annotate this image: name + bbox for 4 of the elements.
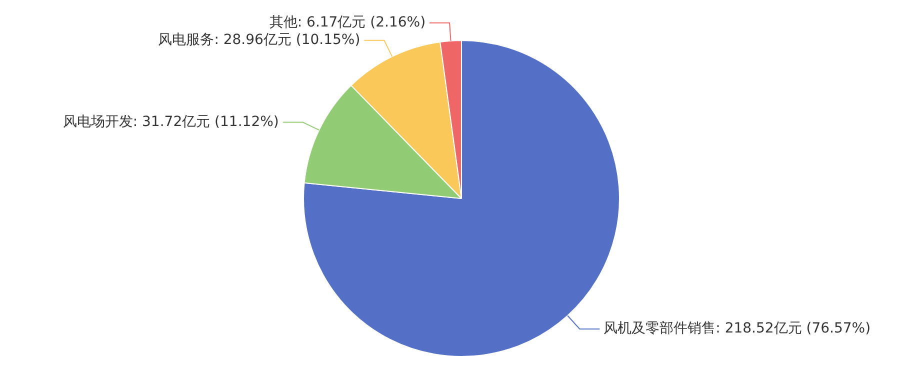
slice-label: 其他: 6.17亿元 (2.16%) bbox=[269, 14, 426, 31]
slice-label: 风电服务: 28.96亿元 (10.15%) bbox=[158, 32, 360, 48]
slice-label: 风电场开发: 31.72亿元 (11.12%) bbox=[62, 114, 279, 130]
slice-label: 风机及零部件销售: 218.52亿元 (76.57%) bbox=[604, 320, 871, 337]
